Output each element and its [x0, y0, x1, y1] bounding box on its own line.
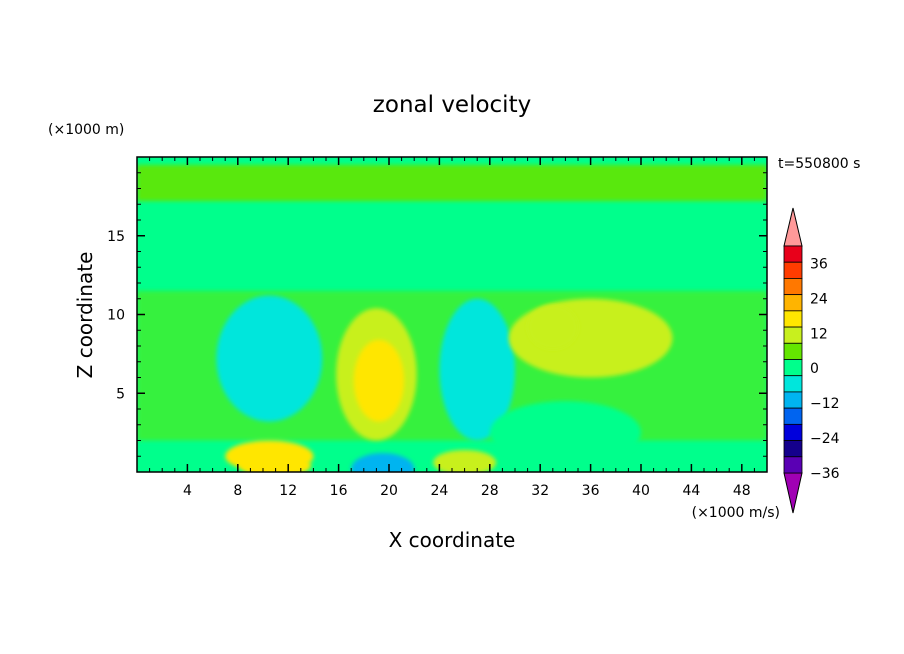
contour-blob — [527, 305, 578, 350]
colorbar-band — [783, 245, 803, 263]
x-tick-label: 8 — [233, 483, 242, 499]
colorbar-band — [783, 407, 803, 425]
x-tick-label: 12 — [279, 483, 297, 499]
x-tick-label: 44 — [682, 483, 700, 499]
colorbar-top-arrow — [783, 207, 803, 247]
colorbar-band — [783, 391, 803, 409]
contour-blob — [351, 453, 415, 472]
colorbar-tick-label: 24 — [810, 291, 828, 307]
colorbar: 36 24 12 0 −12 −24 −36 — [783, 207, 840, 514]
contour-blob — [240, 454, 311, 472]
colorbar-band — [783, 342, 803, 360]
colorbar-bottom-arrow — [783, 472, 803, 514]
colorbar-band — [783, 310, 803, 328]
contour-blob — [489, 401, 641, 465]
colorbar-band — [783, 440, 803, 458]
contour-blob — [439, 298, 515, 441]
x-tick-label: 36 — [582, 483, 600, 499]
field-band — [137, 164, 767, 202]
colorbar-band — [783, 261, 803, 279]
colorbar-band — [783, 326, 803, 344]
x-tick-label: 24 — [430, 483, 448, 499]
colorbar-tick-label: −36 — [810, 466, 840, 482]
chart-title: zonal velocity — [373, 92, 531, 118]
contour-blob — [353, 339, 405, 422]
y-tick-label: 5 — [116, 386, 125, 402]
y-tick-label: 15 — [107, 229, 125, 245]
colorbar-band — [783, 423, 803, 441]
time-label: t=550800 s — [778, 156, 860, 172]
x-tick-label: 20 — [380, 483, 398, 499]
colorbar-band — [783, 278, 803, 296]
colorbar-tick-label: 0 — [810, 361, 819, 377]
x-axis-ticks: 4 8 12 16 20 24 28 32 36 40 44 48 — [149, 157, 755, 499]
y-scale-note: (×1000 m) — [48, 122, 124, 138]
x-tick-label: 48 — [733, 483, 751, 499]
colorbar-tick-label: −12 — [810, 396, 840, 412]
x-tick-label: 4 — [183, 483, 192, 499]
contour-blob — [433, 449, 497, 472]
x-tick-label: 32 — [531, 483, 549, 499]
y-axis-label: Z coordinate — [73, 252, 97, 379]
x-axis-label: X coordinate — [389, 528, 516, 552]
y-tick-label: 10 — [107, 308, 125, 324]
x-tick-label: 28 — [481, 483, 499, 499]
colorbar-band — [783, 294, 803, 312]
contour-field — [137, 157, 767, 472]
x-tick-label: 16 — [330, 483, 348, 499]
colorbar-band — [783, 375, 803, 393]
contour-blob — [237, 322, 301, 402]
colorbar-band — [783, 359, 803, 377]
x-scale-note: (×1000 m/s) — [692, 505, 780, 521]
y-axis-ticks: 5 10 15 — [107, 172, 767, 457]
x-tick-label: 40 — [632, 483, 650, 499]
colorbar-tick-label: 36 — [810, 256, 828, 272]
colorbar-band — [783, 456, 803, 474]
colorbar-tick-label: 12 — [810, 326, 828, 342]
colorbar-tick-label: −24 — [810, 431, 840, 447]
